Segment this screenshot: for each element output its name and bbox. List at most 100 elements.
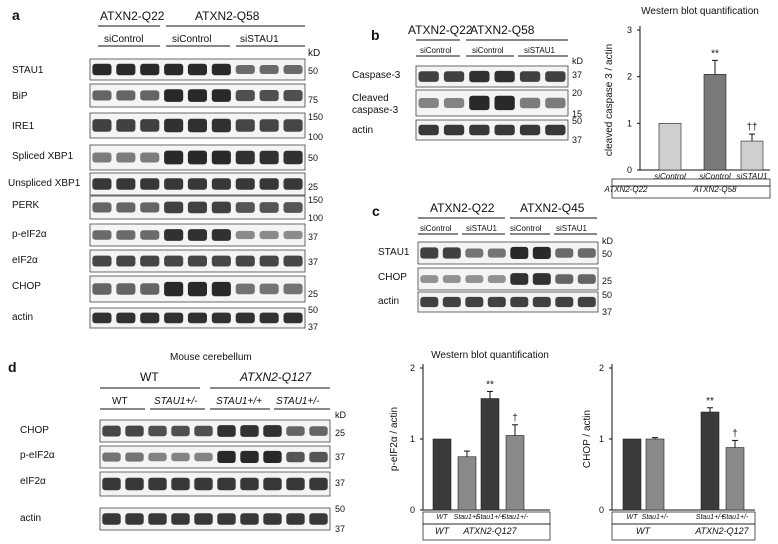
x-group-label: WT [636,526,651,536]
blot-band [283,119,303,132]
mw-marker: 100 [308,132,323,142]
blot-bands [92,178,303,190]
bar [622,438,642,511]
panel-d-group-wt: WT [140,370,159,384]
blot-bands [420,246,596,259]
blot-band [235,283,255,295]
blot-band [164,229,184,241]
panel-b-subgroup: siControl [420,46,452,55]
significance-label: † [732,428,738,439]
blot-band [555,248,574,258]
bar [432,438,452,511]
blot-band [286,513,305,525]
blot-band [240,513,259,525]
blot-band [92,178,112,190]
blot-band [140,202,160,213]
mw-marker: 37 [335,478,345,488]
panel-d-subgroup: STAU1+/- [154,396,198,407]
blot-band [194,452,213,462]
blot-band [171,452,190,462]
x-category-label: siSTAU1 [737,172,768,181]
blot-band [164,312,184,324]
x-group-label: WT [435,526,450,536]
blot-band [235,65,255,74]
blot-band [532,273,551,285]
blot-label: Caspase-3 [352,70,401,81]
blot-band [259,283,279,295]
blot-band [116,202,136,213]
panel-b-kd: kD [572,56,584,66]
blot-band [140,119,160,132]
blot-bands [92,118,303,133]
blot-a-unspliced-xbp1: Unspliced XBP1 25 [8,172,318,196]
blot-band [420,275,439,283]
y-axis-label: cleaved caspase 3 / actin [604,44,615,156]
blot-band [92,152,112,163]
blot-a-perk: PERK 150 100 [12,195,323,223]
blot-b-caspase3: Caspase-3 37 [352,65,582,88]
panel-b-subgroup: siControl [472,46,504,55]
blot-band [92,230,112,240]
blot-label: Spliced XBP1 [12,151,74,162]
blot-band [259,255,279,267]
blot-band [443,71,465,82]
panel-b-group-q22: ATXN2-Q22 [408,23,473,37]
blot-band [211,89,231,102]
x-category-label: Stau1+/- [722,514,749,521]
mw-marker: 50 [602,290,612,300]
blot-band [116,230,136,240]
blot-band [187,178,207,190]
panel-a-subgroup: siControl [172,34,211,45]
mw-marker: 37 [572,70,582,80]
blot-band [140,312,160,324]
blot-image [415,89,569,117]
chart-title: Western blot quantification [641,6,759,17]
blot-band [187,281,207,297]
blot-band [92,202,112,213]
y-tick-label: 0 [627,165,632,175]
blot-band [309,451,328,463]
blot-label: CHOP [378,272,407,283]
panel-b-subgroup: siSTAU1 [524,46,556,55]
blot-band [217,513,236,525]
blot-band [164,63,184,76]
blot-band [125,425,144,437]
blot-band [510,296,529,308]
x-category-label: siControl [654,172,686,181]
blot-band [259,150,279,165]
panel-d-kd: kD [335,410,347,420]
mw-marker: 50 [308,305,318,315]
blot-band [194,425,213,437]
blot-band [494,124,515,136]
blot-band [116,178,136,190]
blot-band [283,312,303,324]
blot-label: p-eIF2α [20,450,55,461]
mw-marker: 37 [308,232,318,242]
blot-band [286,477,305,491]
blot-band [465,275,484,283]
blot-band [187,118,207,133]
blot-band [442,247,461,259]
blot-band [263,450,282,463]
blot-band [164,178,184,190]
blot-band [171,477,190,491]
blot-band [217,450,236,463]
x-category-label: Stau1+/- [642,514,669,521]
bar [505,435,525,511]
blot-band [187,150,207,165]
blot-band [283,150,303,165]
panel-c-subgroup: siSTAU1 [556,224,588,233]
y-tick-label: 2 [599,363,604,373]
y-tick-label: 1 [410,434,415,444]
significance-label: ** [486,379,494,390]
blot-band [116,63,136,76]
blot-band [211,63,231,76]
blot-label-part: Cleaved [352,93,389,104]
blot-bands [420,273,596,285]
panel-c: c ATXN2-Q22 ATXN2-Q45 siControl siSTAU1 … [372,201,614,317]
blot-band [148,477,167,491]
panel-a-kd: kD [308,48,320,59]
mw-marker: 150 [308,112,323,122]
